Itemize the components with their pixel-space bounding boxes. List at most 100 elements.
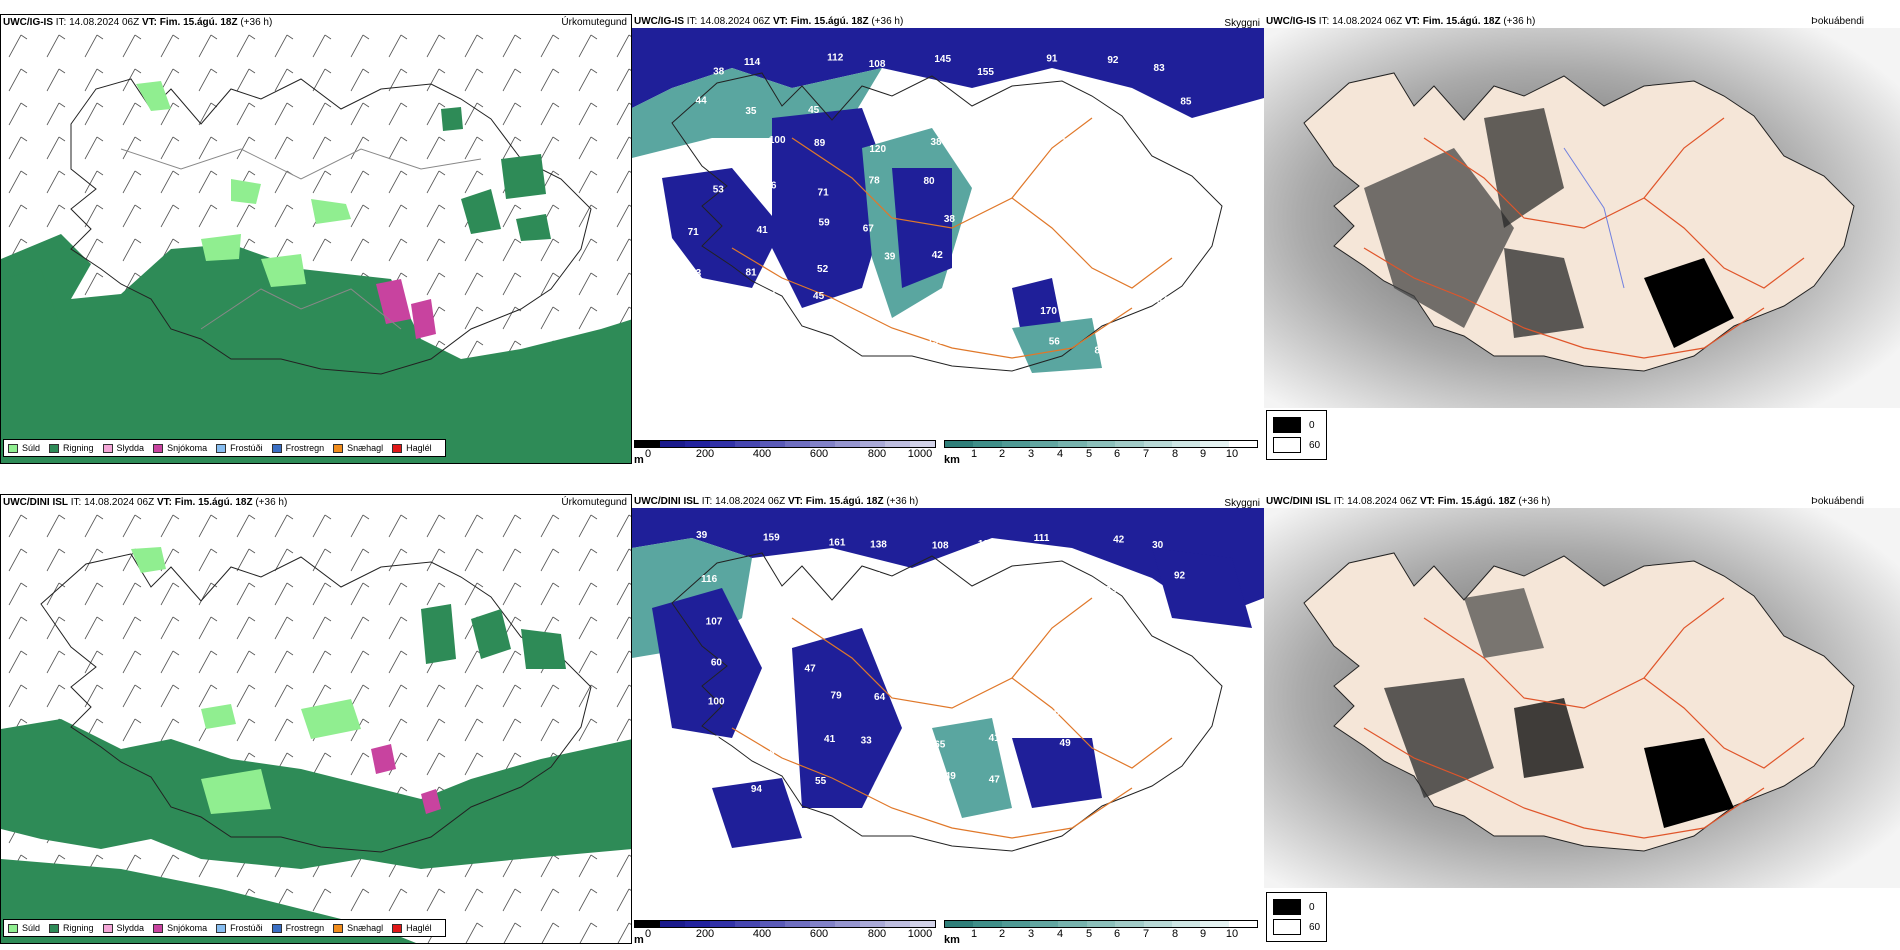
cloud-base-label: 86 [1037,93,1049,104]
cloud-base-label: 111 [1034,533,1050,544]
cloud-base-label: 42 [932,250,944,261]
legend-item-haglel: Haglél [392,923,432,933]
legend-item-rigning: Rigning [49,443,94,453]
model-name: UWC/DINI ISL [1266,496,1331,507]
lead-time: (+36 h) [886,496,919,507]
vt-value: Fim. 15.ágú. 18Z [174,497,253,508]
cloudbase-colorbar: 0 200 400 600 800 1000 [634,920,936,942]
legend-item-frostudi: Frostúði [216,923,263,933]
cloud-base-label: 35 [745,106,757,117]
tick-label: 800 [867,928,887,940]
cloud-base-label: 64 [936,654,948,665]
visibility-unit: km [944,454,960,464]
model-name: UWC/DINI ISL [634,496,699,507]
cloud-base-label: 120 [1092,616,1109,627]
cloud-base-label: 48 [708,734,720,745]
precip-map [1,29,631,463]
tick-label: 5 [1085,448,1093,460]
cloud-base-label: 100 [708,697,725,708]
cloud-base-label: 142 [1108,225,1125,236]
cloud-base-label: 138 [870,540,887,551]
precip-legend: Súld Rigning Slydda Snjókoma Frostúði Fr… [3,919,446,937]
cloud-base-label: 38 [713,67,725,78]
cloud-base-label: 91 [1046,53,1058,64]
visibility-ticks: 1 2 3 4 5 6 7 8 9 10 [944,448,1258,462]
legend-item-snjokoma: Snjókoma [153,443,207,453]
cloud-base-label: 112 [827,53,844,64]
model-name: UWC/IG-IS [1266,16,1316,27]
fog-legend-row2: 0 60 [1266,892,1328,942]
cloud-base-label: 66 [765,181,777,192]
panel-header: UWC/DINI ISL IT: 14.08.2024 06Z VT: Fim.… [3,497,287,509]
cloud-base-label: 78 [869,176,881,187]
cloud-base-label: 45 [813,291,825,302]
cloud-base-label: 65 [934,739,946,750]
cloud-base-label: 67 [863,223,875,234]
cloud-base-label: 71 [688,227,700,238]
cloud-base-label: 55 [1046,657,1058,668]
cloud-base-label: 41 [989,733,1001,744]
cloud-base-label: 94 [751,784,763,795]
tick-label: 6 [1113,448,1121,460]
cloud-base-label: 118 [978,539,995,550]
tick-label: 9 [1199,448,1207,460]
tick-label: 10 [1225,928,1239,940]
tick-label: 10 [1225,448,1239,460]
cloud-base-label: 114 [744,57,761,68]
cloud-base-label: 29 [890,340,902,351]
cloudbase-ticks: 0 200 400 600 800 1000 [634,448,936,462]
cloud-base-label: 86 [996,182,1008,193]
vt-value: Fim. 15.ágú. 18Z [790,16,869,27]
visibility-swatches [944,920,1258,928]
cloud-base-label: 52 [947,303,959,314]
model-name: UWC/DINI ISL [3,497,68,508]
cloud-base-label: 80 [923,176,935,187]
tick-label: 7 [1142,928,1150,940]
tick-label: 600 [809,928,829,940]
it-label: IT: [55,17,67,28]
cloud-base-label: 49 [945,771,957,782]
cloud-base-label: 89 [1095,345,1107,356]
vt-label: VT: [772,16,788,27]
lead-time: (+36 h) [1518,496,1551,507]
cloud-map: 39 159 161 138 108 118 111 42 30 116 105 106 94 108 44… [632,508,1264,914]
cloud-base-label: 145 [934,54,951,65]
cloud-base-label: 92 [1174,571,1186,582]
cloud-base-label: 49 [983,258,995,269]
cloud-base-label: 60 [1041,186,1053,197]
cloud-base-label: 87 [935,96,947,107]
cloud-base-label: 44 [696,95,708,106]
precip-title: Úrkomutegund [561,497,627,508]
tick-label: 1000 [907,928,933,940]
cloud-base-label: 28 [703,771,715,782]
cloud-base-label: 107 [706,616,723,627]
cloud-base-label: 41 [824,734,836,745]
tick-label: 1000 [907,448,933,460]
tick-label: 8 [1171,928,1179,940]
cloud-base-label: 72 [1112,301,1124,312]
cloud-base-label: 83 [1154,63,1166,74]
cloud-base-label: 85 [873,93,885,104]
tick-label: 3 [1027,448,1035,460]
tick-label: 400 [752,448,772,460]
cloud-title: Skyggni [1224,18,1260,29]
cloud-base-label: 47 [989,774,1001,785]
tick-label: 4 [1056,448,1064,460]
cloud-base-label: 71 [818,188,830,199]
cloud-base-label: 92 [1121,176,1133,187]
model-name: UWC/IG-IS [3,17,53,28]
legend-item-rigning: Rigning [49,923,94,933]
tick-label: 400 [752,928,772,940]
cloud-base-label: 962 [743,330,760,341]
cloud-base-label: 79 [1167,177,1179,188]
legend-item-snaehagl: Snæhagl [333,923,383,933]
it-value: 14.08.2024 06Z [69,17,140,28]
cloud-base-label: 35 [1176,732,1188,743]
precip-panel-row1: UWC/IG-IS IT: 14.08.2024 06Z VT: Fim. 15… [0,14,632,464]
lead-time: (+36 h) [871,16,904,27]
cloudbase-ticks: 0 200 400 600 800 1000 [634,928,936,942]
cloud-base-label: 64 [874,692,886,703]
fog-legend-row1: 0 60 [1266,410,1328,460]
it-label: IT: [1318,16,1330,27]
tick-label: 200 [695,928,715,940]
